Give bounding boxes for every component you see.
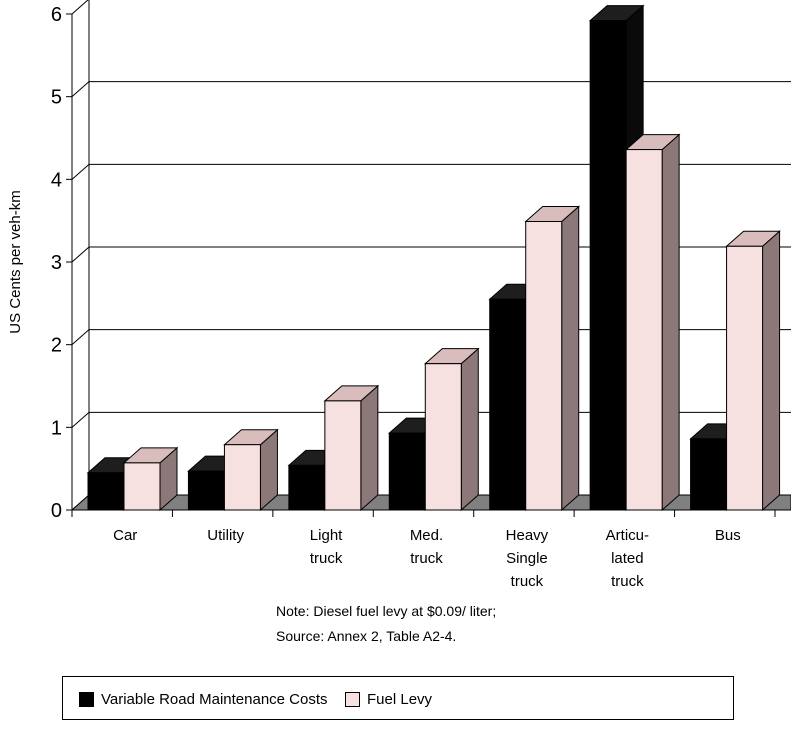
x-tick-label: Bus [715,527,741,544]
y-tick-label: 6 [51,4,62,26]
bar [489,298,527,511]
gridline-side [71,163,90,180]
gridline-side [71,411,90,428]
legend-swatch-maintenance [79,691,94,707]
y-tick-label: 3 [51,252,62,274]
bar [388,432,426,511]
bar [525,220,563,511]
bar [424,363,462,511]
bar [187,470,225,511]
x-tick-label: Light [310,527,343,544]
bar [87,472,125,511]
y-tick-label: 1 [51,417,62,439]
legend-label-maintenance: Variable Road Maintenance Costs [101,690,328,708]
bar [625,149,663,511]
chart-legend: Variable Road Maintenance Costs Fuel Lev… [62,676,734,720]
bar-side [762,230,781,512]
gridline-side [71,0,89,15]
y-tick-label: 0 [51,500,62,522]
y-tick-label: 2 [51,335,62,357]
bar [589,20,627,511]
bar [690,438,728,511]
gridline-side [71,329,90,346]
y-axis-label: US Cents per veh-km [7,190,24,333]
chart-source: Source: Annex 2, Table A2-4. [276,628,457,644]
y-tick-label: 4 [51,169,62,191]
x-tick-label: Utility [207,527,244,544]
x-tick-label: lated [611,550,644,567]
y-tick-label: 5 [51,87,62,109]
x-tick-label: Single [506,550,548,567]
bar-side [661,133,680,512]
bar [123,462,161,511]
x-tick-label: Articu- [606,527,649,544]
legend-swatch-fuel-levy [345,691,360,707]
legend-item-maintenance: Variable Road Maintenance Costs [79,689,328,709]
x-tick-label: Med. [410,527,443,544]
bar [324,400,362,511]
x-tick-label: truck [410,550,443,567]
legend-label-fuel-levy: Fuel Levy [367,690,433,708]
bar [288,464,326,511]
bar-side [460,347,479,512]
x-tick-label: truck [511,573,544,590]
gridline-side [71,81,90,98]
chart-note: Note: Diesel fuel levy at $0.09/ liter; [276,603,497,619]
bar-side [561,205,580,512]
x-tick-label: Heavy [506,527,549,544]
x-tick-label: truck [310,550,343,567]
bar [726,245,764,511]
bar [223,444,261,511]
legend-item-fuel-levy: Fuel Levy [345,689,432,709]
x-tick-label: Car [113,527,137,544]
gridline-side [71,246,90,263]
x-tick-label: truck [611,573,644,590]
bar-side [360,384,379,512]
bar-chart: 0 1 2 3 4 5 6 Car Utility Light truck Med. truck Heav… [7,0,791,590]
